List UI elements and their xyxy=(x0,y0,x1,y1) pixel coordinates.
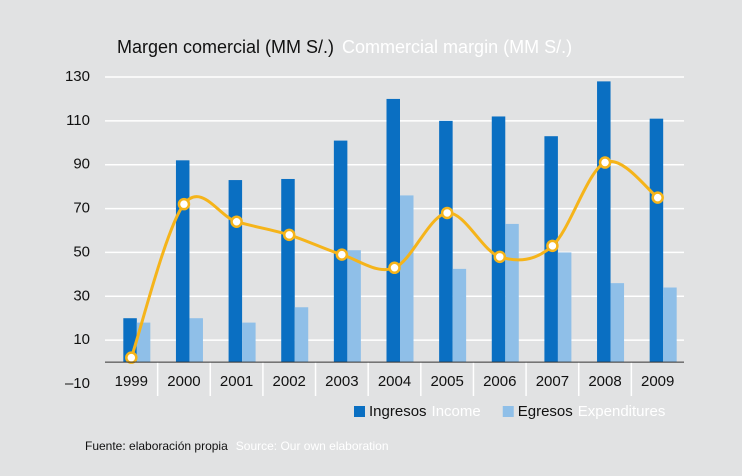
x-tick-label: 2004 xyxy=(378,373,411,390)
bar xyxy=(347,250,361,363)
y-tick-label: –10 xyxy=(65,375,90,392)
margin-point xyxy=(230,215,243,228)
y-tick-label: 50 xyxy=(73,243,90,260)
bar xyxy=(281,178,295,363)
x-tick-label: 2008 xyxy=(588,373,621,390)
bar xyxy=(649,118,664,363)
margin-point xyxy=(546,239,559,253)
bar xyxy=(452,268,467,363)
legend-swatch xyxy=(502,406,514,417)
margin-point xyxy=(440,206,454,220)
bar xyxy=(505,223,519,363)
margin-point xyxy=(388,261,401,275)
x-tick-label: 1999 xyxy=(115,373,148,390)
margin-point xyxy=(493,250,507,264)
bar xyxy=(663,287,677,363)
bar xyxy=(228,180,243,363)
y-tick-label: 30 xyxy=(73,287,90,304)
x-tick-label: 2003 xyxy=(325,373,358,390)
margin-point xyxy=(598,156,612,169)
chart-subtitle: Commercial margin (MM S/.) xyxy=(342,37,572,57)
legend-label-en: Expenditures xyxy=(578,403,666,420)
legend-label-en: Income xyxy=(432,403,481,420)
bar xyxy=(597,81,611,363)
x-tick-label: 2009 xyxy=(641,373,674,390)
bar xyxy=(439,120,453,363)
chart-title: Margen comercial (MM S/.) xyxy=(117,37,334,57)
bar xyxy=(386,98,400,363)
legend-label: Egresos xyxy=(518,403,573,420)
x-tick-label: 2000 xyxy=(167,373,200,390)
bar xyxy=(491,116,506,363)
bar xyxy=(189,318,203,363)
margin-point xyxy=(177,197,191,211)
source: Fuente: elaboración propia xyxy=(85,439,228,453)
x-tick-label: 2005 xyxy=(430,373,463,390)
margin-point xyxy=(651,191,664,204)
bar xyxy=(175,160,190,363)
x-tick-label: 2006 xyxy=(483,373,516,390)
margin-point xyxy=(125,351,138,364)
y-tick-label: 10 xyxy=(73,331,90,348)
margin-point xyxy=(282,228,296,242)
y-tick-label: 70 xyxy=(73,200,90,217)
x-tick-label: 2007 xyxy=(536,373,569,390)
legend-swatch xyxy=(354,406,365,417)
y-tick-label: 110 xyxy=(66,112,90,129)
bar xyxy=(242,322,256,363)
x-tick-label: 2001 xyxy=(220,373,253,390)
bar xyxy=(294,307,309,363)
bar xyxy=(400,195,414,363)
y-tick-label: 130 xyxy=(65,68,90,85)
margin-point xyxy=(335,248,349,261)
source-en: Source: Our own elaboration xyxy=(236,439,389,453)
y-tick-label: 90 xyxy=(73,156,90,173)
legend-label: Ingresos xyxy=(369,403,427,420)
x-tick-label: 2002 xyxy=(273,373,306,390)
bar xyxy=(557,252,572,363)
bar xyxy=(610,283,625,363)
